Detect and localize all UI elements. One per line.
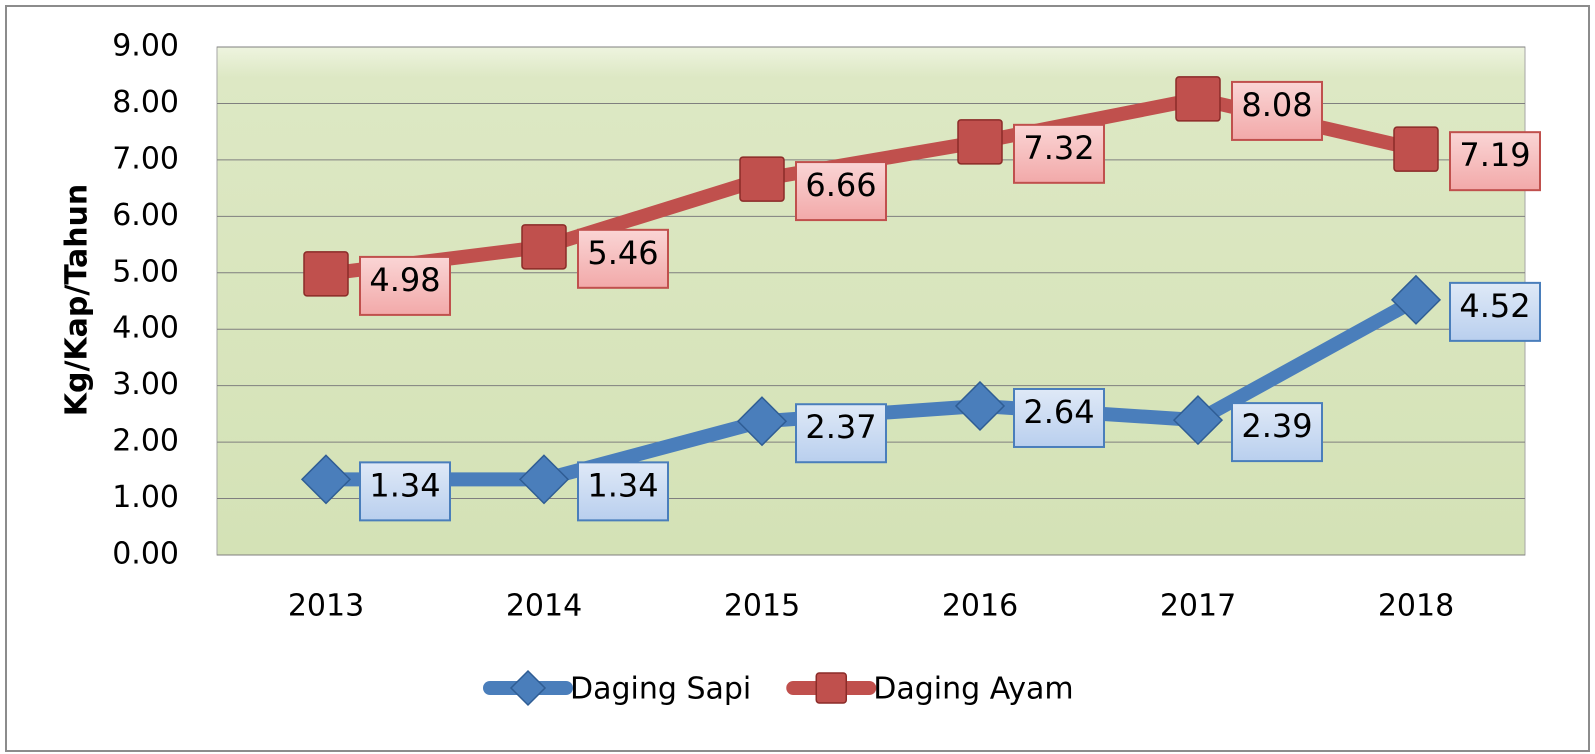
data-label: 8.08 <box>1241 86 1312 124</box>
x-tick-label: 2015 <box>724 589 800 624</box>
data-label-box <box>1013 387 1105 448</box>
y-tick-label: 5.00 <box>112 254 179 289</box>
data-label: 7.19 <box>1459 136 1530 174</box>
data-label: 2.64 <box>1023 393 1094 431</box>
data-label-box <box>359 461 451 522</box>
data-point <box>954 380 1006 432</box>
data-label-box <box>577 461 669 522</box>
data-label: 7.32 <box>1023 129 1094 167</box>
data-point <box>739 156 785 202</box>
x-tick-label: 2017 <box>1160 589 1236 624</box>
data-label: 5.46 <box>587 234 658 272</box>
legend-label: Daging Ayam <box>873 672 1073 707</box>
x-tick-label: 2018 <box>1378 589 1454 624</box>
y-tick-label: 3.00 <box>112 367 179 402</box>
data-label-box <box>1449 131 1541 192</box>
y-tick-label: 7.00 <box>112 141 179 176</box>
data-label: 1.34 <box>587 466 658 504</box>
y-tick-label: 2.00 <box>112 424 179 459</box>
data-label-box <box>795 403 887 464</box>
x-tick-label: 2014 <box>506 589 582 624</box>
legend-marker <box>815 672 848 704</box>
x-tick-label: 2016 <box>942 589 1018 624</box>
data-label-box <box>795 161 887 222</box>
data-label-box <box>359 255 451 316</box>
data-point <box>1172 395 1224 446</box>
data-label: 6.66 <box>805 166 876 204</box>
data-label: 4.52 <box>1459 287 1530 325</box>
data-point <box>957 119 1003 165</box>
y-tick-label: 1.00 <box>112 480 179 515</box>
y-tick-label: 6.00 <box>112 198 179 233</box>
data-point <box>303 251 349 297</box>
data-point <box>1393 126 1439 172</box>
data-point <box>1390 274 1442 325</box>
y-tick-label: 0.00 <box>112 537 179 572</box>
y-tick-label: 9.00 <box>112 29 179 64</box>
data-label: 1.34 <box>369 466 440 504</box>
data-label-box <box>1449 281 1541 342</box>
x-tick-label: 2013 <box>288 589 364 624</box>
data-point <box>736 396 788 447</box>
legend-label: Daging Sapi <box>570 672 751 707</box>
data-label: 2.39 <box>1241 407 1312 445</box>
y-tick-label: 8.00 <box>112 85 179 120</box>
y-tick-label: 4.00 <box>112 311 179 346</box>
data-point <box>521 224 567 270</box>
y-axis-label: Kg/Kap/Tahun <box>60 184 95 417</box>
data-point <box>518 454 570 505</box>
data-label-box <box>577 228 669 289</box>
data-label-box <box>1231 80 1323 141</box>
data-point <box>300 454 352 505</box>
data-label: 4.98 <box>369 261 440 299</box>
data-label-box <box>1231 402 1323 463</box>
data-label-box <box>1013 123 1105 184</box>
data-label: 2.37 <box>805 408 876 446</box>
data-point <box>1175 76 1221 122</box>
legend-marker <box>509 669 547 707</box>
